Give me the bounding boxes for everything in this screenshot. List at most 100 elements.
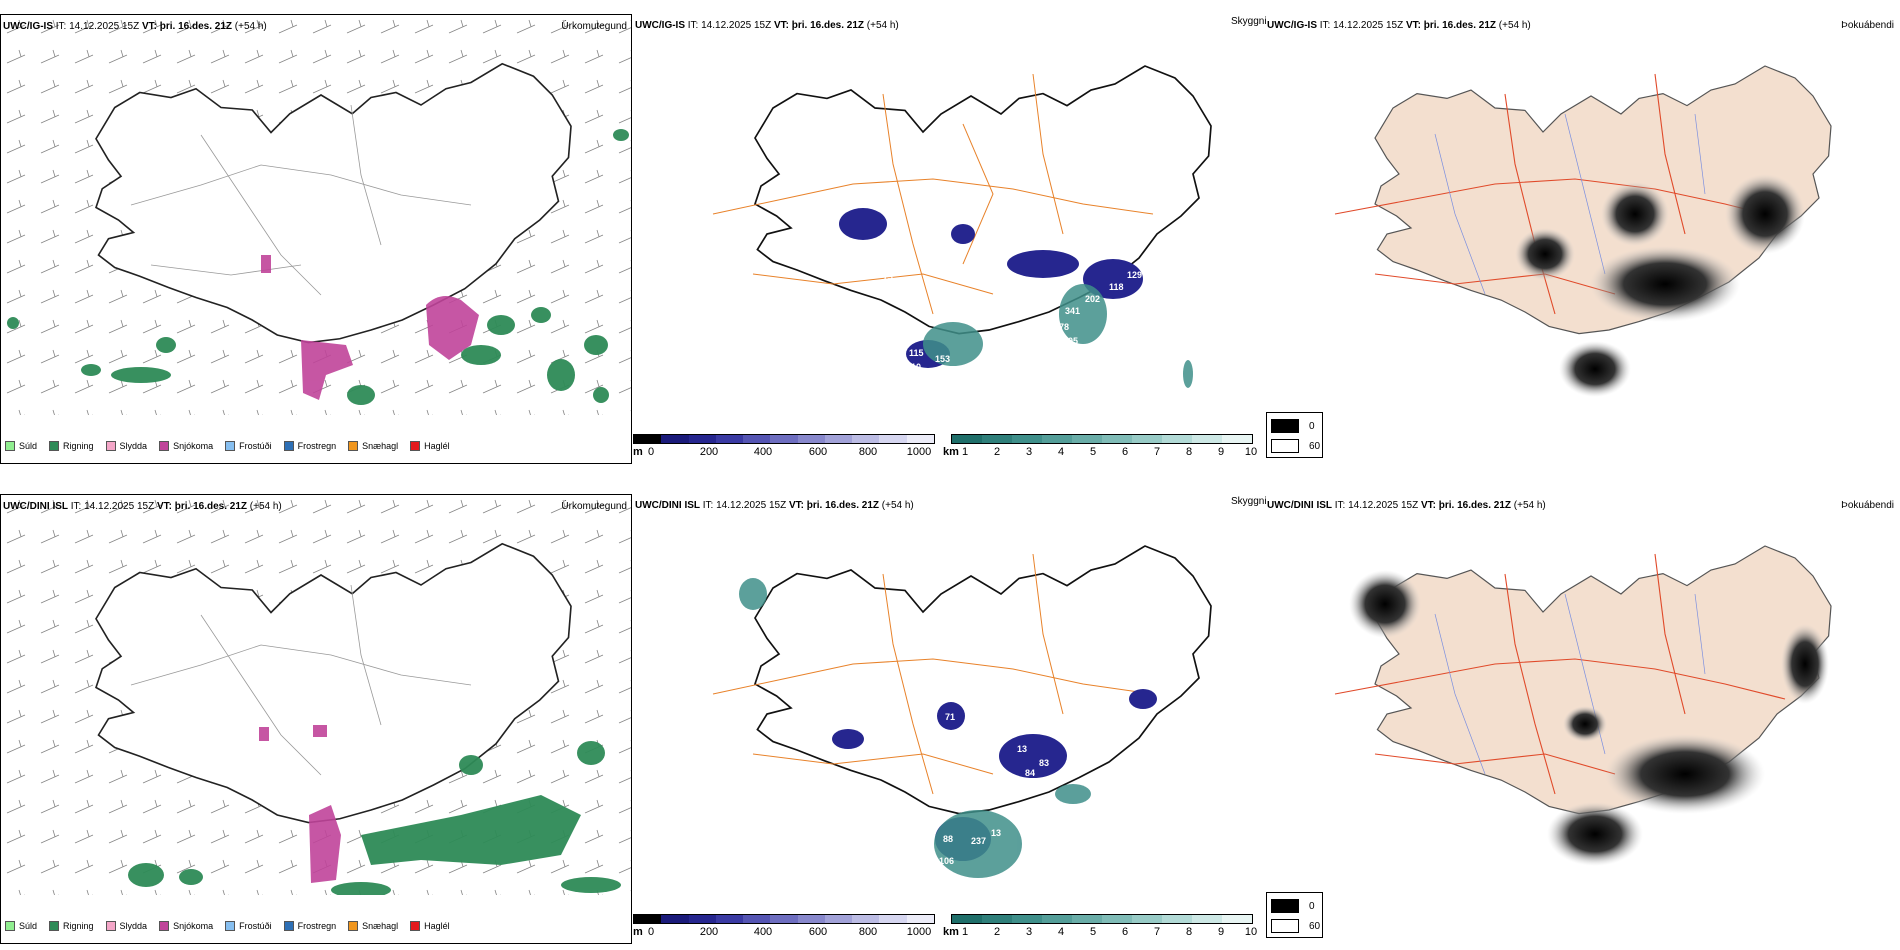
ceiling-value: 73 xyxy=(883,272,894,282)
precip-map-row1 xyxy=(1,15,631,415)
ceiling-value: 237 xyxy=(971,836,987,846)
precip-panel-row1: UWC/IG-IS IT: 14.12.2025 15Z VT: þri. 16… xyxy=(0,14,632,464)
precip-type-label-row2: Úrkomutegund xyxy=(561,501,627,512)
cloud-map-row2 xyxy=(712,545,1212,878)
precip-legend-row2: Súld Rigning Slydda Snjókoma Frostúði Fr… xyxy=(5,921,450,931)
ceiling-value: 115 xyxy=(935,868,950,878)
fog-panel-row1: UWC/IG-IS IT: 14.12.2025 15Z VT: þri. 16… xyxy=(1265,14,1900,464)
fog-panel-row2: UWC/DINI ISL IT: 14.12.2025 15Z VT: þri.… xyxy=(1265,494,1900,944)
ceiling-ticks-row2: 0 200 400 600 800 1000 xyxy=(647,926,932,938)
swatch-icon xyxy=(1271,439,1299,453)
fog-type-label-row2: Þokuábendi xyxy=(1841,500,1894,511)
swatch-icon xyxy=(283,441,294,451)
legend-item: Súld xyxy=(5,441,37,451)
cloud-type-label-row1: Skyggni xyxy=(1231,16,1267,27)
legend-item: Rigning xyxy=(49,441,94,451)
visibility-ticks-row1: 1 2 3 4 5 6 7 8 9 10 xyxy=(961,446,1258,458)
swatch-icon xyxy=(348,441,359,451)
ceiling-unit-row1: m xyxy=(633,446,643,458)
legend-item: Snjókoma xyxy=(159,441,213,451)
ceiling-value: 84 xyxy=(1025,768,1036,778)
visibility-colorbar-row2 xyxy=(951,914,1253,924)
ceiling-value: 82 xyxy=(895,242,906,252)
swatch-icon xyxy=(5,921,15,931)
swatch-icon xyxy=(410,441,421,451)
swatch-icon xyxy=(1271,919,1299,933)
precip-panel-row2: UWC/DINI ISL IT: 14.12.2025 15Z VT: þri.… xyxy=(0,494,632,944)
cloud-type-label-row2: Skyggni xyxy=(1231,496,1267,507)
swatch-icon xyxy=(5,441,15,451)
ceiling-unit-row2: m xyxy=(633,926,643,938)
ceiling-value: 83 xyxy=(1039,758,1050,768)
swatch-icon xyxy=(49,921,60,931)
legend-item: Slydda xyxy=(105,921,147,931)
fog-legend-row2: 0 60 xyxy=(1266,892,1323,938)
ceiling-value: 106 xyxy=(1049,284,1065,294)
legend-item: Rigning xyxy=(49,921,94,931)
ceiling-value: 10 xyxy=(911,362,922,372)
ceiling-value: 115 xyxy=(909,348,924,358)
ceiling-value: 13 xyxy=(991,828,1002,838)
swatch-icon xyxy=(105,921,116,931)
ceiling-labels-row2: 117 71 83 84 13 88 237 13 106 69 115 xyxy=(633,494,1253,894)
cloud-panel-row2: UWC/DINI ISL IT: 14.12.2025 15Z VT: þri.… xyxy=(633,494,1323,944)
legend-item: Frostúði xyxy=(225,921,272,931)
legend-item: Slydda xyxy=(105,441,147,451)
swatch-icon xyxy=(49,441,60,451)
ceiling-value: 405 xyxy=(1063,336,1079,346)
legend-item: Snæhagl xyxy=(348,921,398,931)
cloud-panel-row1: UWC/IG-IS IT: 14.12.2025 15Z VT: þri. 16… xyxy=(633,14,1323,464)
rain-area xyxy=(128,741,621,895)
ceiling-colorbar-row1 xyxy=(633,434,935,444)
legend-item: Frostregn xyxy=(283,441,336,451)
ceiling-value: 153 xyxy=(935,354,951,364)
precip-title-row1: UWC/IG-IS IT: 14.12.2025 15Z VT: þri. 16… xyxy=(3,21,267,32)
legend-item: Snæhagl xyxy=(348,441,398,451)
ceiling-value: 69 xyxy=(911,864,922,874)
snow-area xyxy=(259,725,341,883)
ceiling-value: 91 xyxy=(951,250,962,260)
fog-map-row2 xyxy=(1334,545,1832,866)
ceiling-value: 88 xyxy=(943,834,954,844)
ceiling-value: 202 xyxy=(1085,294,1101,304)
swatch-icon xyxy=(225,921,236,931)
snow-area xyxy=(261,255,479,400)
legend-item: Haglél xyxy=(410,921,450,931)
fog-map-row1 xyxy=(1334,65,1832,397)
precip-type-label-row1: Úrkomutegund xyxy=(561,21,627,32)
ceiling-value: 78 xyxy=(1059,322,1070,332)
ceiling-value: 341 xyxy=(1065,306,1081,316)
swatch-icon xyxy=(159,921,170,931)
visibility-unit-row1: km xyxy=(943,446,959,458)
precip-legend-row1: Súld Rigning Slydda Snjókoma Frostúði Fr… xyxy=(5,441,450,451)
rain-area xyxy=(7,129,629,405)
visibility-ticks-row2: 1 2 3 4 5 6 7 8 9 10 xyxy=(961,926,1258,938)
cloud-title-row2: UWC/DINI ISL IT: 14.12.2025 15Z VT: þri.… xyxy=(635,500,914,511)
swatch-icon xyxy=(348,921,359,931)
ceiling-value: 13 xyxy=(1017,744,1028,754)
fog-legend-row1: 0 60 xyxy=(1266,412,1323,458)
ceiling-labels-row1: 82 91 73 107 106 341 202 118 129 78 405 … xyxy=(633,14,1253,414)
swatch-icon xyxy=(159,441,170,451)
swatch-icon xyxy=(1271,899,1299,913)
ceiling-value: 118 xyxy=(1109,282,1124,292)
cloud-title-row1: UWC/IG-IS IT: 14.12.2025 15Z VT: þri. 16… xyxy=(635,20,899,31)
ceiling-colorbar-row2 xyxy=(633,914,935,924)
cloud-map-row1 xyxy=(712,65,1212,388)
visibility-colorbar-row1 xyxy=(951,434,1253,444)
legend-item: Haglél xyxy=(410,441,450,451)
legend-item: Súld xyxy=(5,921,37,931)
swatch-icon xyxy=(225,441,236,451)
swatch-icon xyxy=(105,441,116,451)
ceiling-value: 107 xyxy=(1021,286,1037,296)
ceiling-value: 129 xyxy=(1127,270,1143,280)
ceiling-value: 106 xyxy=(939,856,955,866)
legend-item: Frostregn xyxy=(283,921,336,931)
ceiling-value: 117 xyxy=(875,740,890,750)
fog-type-label-row1: Þokuábendi xyxy=(1841,20,1894,31)
ceiling-ticks-row1: 0 200 400 600 800 1000 xyxy=(647,446,932,458)
fog-title-row2: UWC/DINI ISL IT: 14.12.2025 15Z VT: þri.… xyxy=(1267,500,1546,511)
fog-title-row1: UWC/IG-IS IT: 14.12.2025 15Z VT: þri. 16… xyxy=(1267,20,1531,31)
swatch-icon xyxy=(283,921,294,931)
visibility-unit-row2: km xyxy=(943,926,959,938)
